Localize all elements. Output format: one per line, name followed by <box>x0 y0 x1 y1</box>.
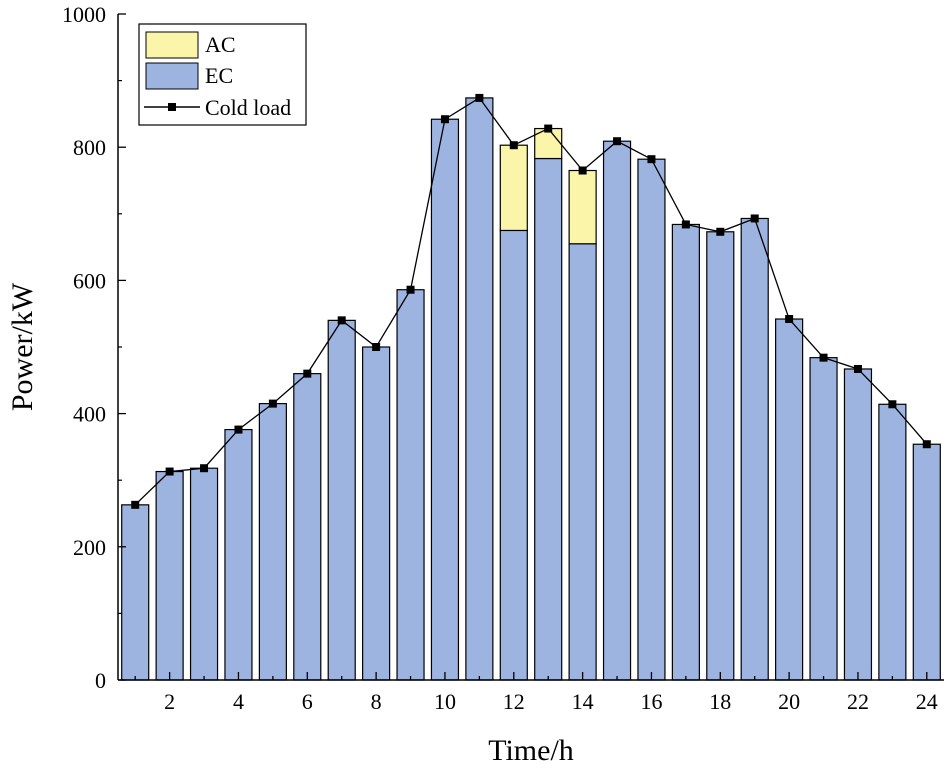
cold-load-point-14 <box>578 166 587 175</box>
bar-ec-5 <box>258 403 287 681</box>
bar-ec-13 <box>534 157 563 681</box>
bar-ec-1 <box>121 504 150 681</box>
bar-ec-15 <box>602 140 632 681</box>
bar-ec-20 <box>775 318 804 681</box>
y-axis-title: Power/kW <box>6 282 39 411</box>
legend-label-ec: EC <box>205 63 233 88</box>
cold-load-point-3 <box>200 464 209 473</box>
legend-label-cold-load: Cold load <box>205 95 291 120</box>
bar-ec-18 <box>706 231 735 681</box>
x-tick-label-8: 8 <box>371 689 382 714</box>
cold-load-point-6 <box>303 369 312 378</box>
x-tick-label-2: 2 <box>164 689 175 714</box>
cold-load-point-24 <box>922 440 931 449</box>
axes-group <box>117 13 944 681</box>
cold-load-line-group <box>131 93 931 509</box>
cold-load-point-20 <box>785 315 794 324</box>
cold-load-point-5 <box>268 399 277 408</box>
bar-ec-7 <box>327 319 356 681</box>
y-tick-label-600: 600 <box>73 268 106 293</box>
y-tick-label-400: 400 <box>73 402 106 427</box>
bar-ec-19 <box>740 217 769 681</box>
legend: AC EC Cold load <box>138 23 307 126</box>
x-tick-label-10: 10 <box>434 689 456 714</box>
cold-load-point-12 <box>509 141 518 150</box>
bars-group <box>121 97 941 681</box>
cold-load-point-18 <box>716 227 725 236</box>
cold-load-line <box>134 97 928 506</box>
cold-load-point-9 <box>406 285 415 294</box>
x-tick-label-24: 24 <box>916 689 938 714</box>
legend-swatch-ec <box>145 62 199 90</box>
bar-ec-24 <box>912 443 941 681</box>
cold-load-point-11 <box>475 93 484 102</box>
cold-load-point-4 <box>234 425 243 434</box>
bar-ec-17 <box>671 223 700 681</box>
cold-load-point-13 <box>544 124 553 133</box>
x-tick-label-12: 12 <box>503 689 525 714</box>
cold-load-point-21 <box>819 353 828 362</box>
x-tick-label-16: 16 <box>640 689 662 714</box>
bar-ec-6 <box>293 373 322 681</box>
bar-ec-3 <box>189 467 219 681</box>
cold-load-point-10 <box>440 115 449 124</box>
bar-ec-21 <box>809 357 838 681</box>
cold-load-point-19 <box>750 214 759 223</box>
x-tick-label-14: 14 <box>572 689 594 714</box>
cold-load-point-23 <box>888 400 897 409</box>
x-axis-title: Time/h <box>488 734 574 767</box>
y-tick-label-800: 800 <box>73 135 106 160</box>
y-tick-label-200: 200 <box>73 535 106 560</box>
bar-ec-4 <box>224 428 253 681</box>
bar-ec-16 <box>637 158 666 681</box>
bar-ec-11 <box>465 97 494 681</box>
x-tick-label-18: 18 <box>709 689 731 714</box>
cold-load-point-7 <box>337 316 346 325</box>
cold-load-point-2 <box>165 467 174 476</box>
legend-marker-cold-load <box>168 103 176 111</box>
x-tick-label-4: 4 <box>233 689 244 714</box>
cold-load-point-15 <box>613 137 622 146</box>
bar-ec-22 <box>843 368 873 681</box>
cold-load-point-8 <box>372 343 381 351</box>
legend-label-ac: AC <box>205 32 236 57</box>
bar-ec-14 <box>568 243 597 681</box>
cold-load-point-16 <box>647 155 656 164</box>
y-tick-label-1000: 1000 <box>62 2 106 27</box>
bar-ec-2 <box>155 470 184 681</box>
bar-ec-8 <box>362 346 391 681</box>
bar-ec-23 <box>878 403 907 681</box>
x-tick-label-22: 22 <box>847 689 869 714</box>
y-tick-label-0: 0 <box>95 668 106 693</box>
x-tick-label-6: 6 <box>302 689 313 714</box>
cold-load-point-1 <box>131 500 140 509</box>
cold-load-point-22 <box>853 364 862 373</box>
bar-ac-14 <box>568 169 597 245</box>
bar-ac-12 <box>499 144 528 232</box>
cold-load-point-17 <box>681 220 690 229</box>
bar-ec-12 <box>499 229 528 681</box>
legend-swatch-ac <box>145 31 199 59</box>
x-tick-label-20: 20 <box>778 689 800 714</box>
bar-ec-10 <box>430 118 460 681</box>
bar-ec-9 <box>396 289 425 681</box>
